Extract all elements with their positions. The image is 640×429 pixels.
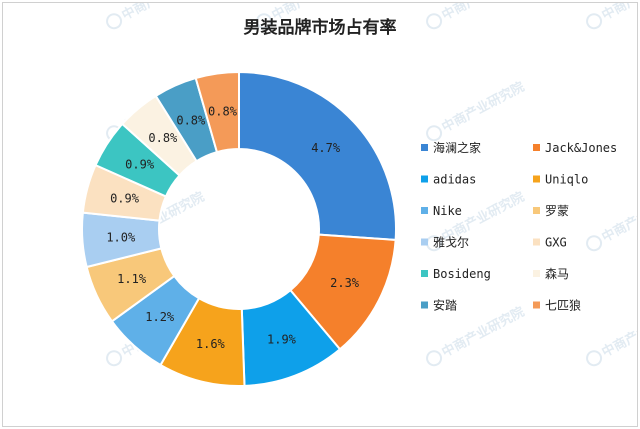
watermark: 中商产业研究院 (586, 189, 637, 252)
legend-swatch (533, 207, 540, 214)
slice-value-label: 1.1% (117, 272, 147, 286)
slices-group (81, 70, 397, 387)
slice-value-label: 0.8% (148, 131, 178, 145)
watermark: 中商产业研究院 (426, 3, 527, 30)
slice-value-label: 0.8% (208, 105, 238, 119)
legend-label: Jack&Jones (545, 141, 617, 155)
watermark: 中商产业研究院 (426, 304, 527, 367)
svg-text:中商产业研究院: 中商产业研究院 (599, 304, 637, 361)
legend-label: 安踏 (433, 298, 457, 313)
legend-label: Nike (433, 204, 462, 218)
watermark: 中商产业研究院 (586, 3, 637, 30)
chart-title: 男装品牌市场占有率 (244, 17, 397, 38)
legend-label: 罗蒙 (545, 204, 569, 218)
legend-label: 雅戈尔 (433, 235, 469, 250)
slice-value-label: 4.7% (311, 141, 341, 155)
watermark: 中商产业研究院 (426, 79, 527, 142)
legend-label: 海澜之家 (433, 140, 481, 155)
svg-text:中商产业研究院: 中商产业研究院 (439, 3, 527, 24)
legend-label: Bosideng (433, 267, 491, 281)
svg-text:中商产业研究院: 中商产业研究院 (599, 3, 637, 24)
slice-value-label: 0.9% (125, 157, 155, 171)
legend-label: 七匹狼 (545, 298, 581, 313)
slice-value-label: 1.6% (196, 337, 226, 351)
legend-label: 森马 (545, 266, 569, 281)
legend-swatch (533, 238, 540, 246)
svg-text:中商产业研究院: 中商产业研究院 (119, 3, 207, 24)
svg-text:中商产业研究院: 中商产业研究院 (599, 189, 637, 246)
slice-value-label: 1.0% (106, 230, 136, 244)
legend-label: GXG (545, 236, 567, 250)
legend-swatch (421, 238, 428, 246)
legend-swatch (533, 144, 540, 151)
legend-swatch (421, 207, 428, 214)
legend-swatch (421, 301, 428, 309)
svg-text:中商产业研究院: 中商产业研究院 (439, 79, 527, 136)
legend-swatch (421, 270, 428, 277)
legend-swatch (533, 175, 540, 183)
legend-swatch (533, 270, 540, 277)
donut-slice (194, 70, 240, 154)
legend-label: adidas (433, 173, 476, 187)
slice-value-label: 2.3% (330, 276, 360, 290)
legend-swatch (421, 175, 428, 183)
slice-value-label: 1.2% (145, 310, 175, 324)
slice-value-label: 0.9% (110, 191, 140, 205)
slice-value-label: 1.9% (267, 333, 297, 347)
legend-label: Uniqlo (545, 173, 588, 187)
legend-swatch (533, 301, 540, 309)
legend-swatch (421, 144, 428, 151)
watermark: 中商产业研究院 (106, 3, 207, 30)
slice-value-label: 0.8% (176, 114, 206, 128)
donut-slice (238, 70, 397, 242)
watermark: 中商产业研究院 (586, 304, 637, 367)
slice-labels-group: 4.7% 2.3% 1.9% 1.6% 1.2% 1.1% 1.0% 0.9% 0.9% 0.8%… (106, 105, 359, 351)
